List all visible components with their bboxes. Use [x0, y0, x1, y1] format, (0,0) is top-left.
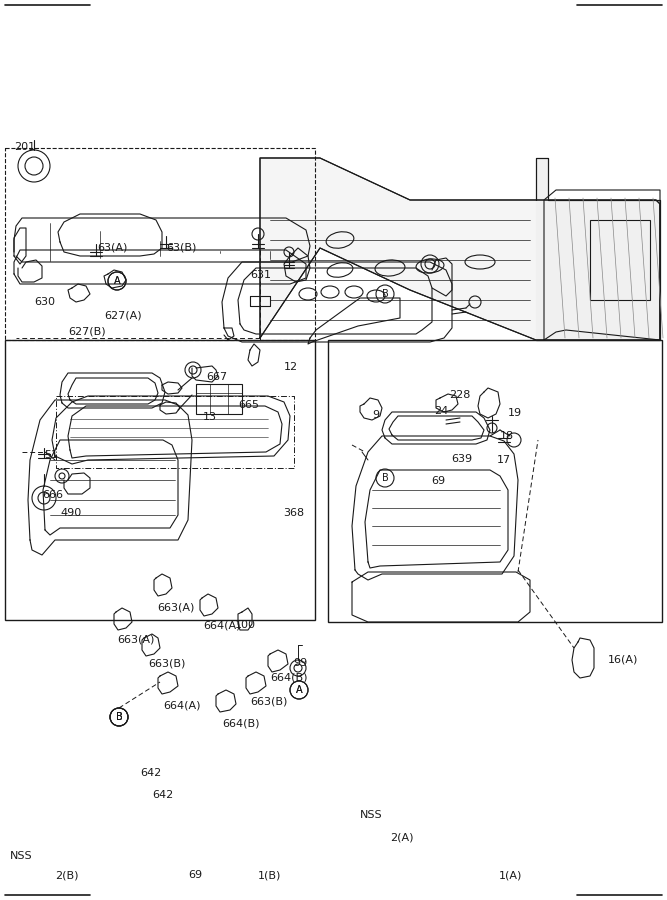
Text: 490: 490	[60, 508, 81, 518]
Text: 665: 665	[238, 400, 259, 410]
Text: 201: 201	[14, 142, 35, 152]
Text: 2(A): 2(A)	[390, 832, 414, 842]
Polygon shape	[536, 158, 660, 340]
Text: 24: 24	[434, 406, 448, 416]
Text: 631: 631	[250, 270, 271, 280]
Text: 664(A): 664(A)	[163, 700, 201, 710]
Text: 63(A): 63(A)	[97, 243, 127, 253]
Text: 642: 642	[140, 768, 161, 778]
Text: 69: 69	[188, 870, 202, 880]
Text: 63(B): 63(B)	[166, 243, 196, 253]
Text: 17: 17	[497, 455, 511, 465]
Text: 663(A): 663(A)	[117, 634, 154, 644]
Text: NSS: NSS	[10, 851, 33, 861]
Text: 642: 642	[152, 790, 173, 800]
Text: 368: 368	[283, 508, 304, 518]
Text: 663(B): 663(B)	[250, 696, 287, 706]
Text: 100: 100	[235, 620, 256, 630]
Text: B: B	[115, 712, 122, 722]
Bar	[328, 340, 662, 622]
Text: 1(B): 1(B)	[258, 870, 281, 880]
Text: 19: 19	[508, 408, 522, 418]
Text: A: A	[113, 276, 120, 286]
Text: 99: 99	[293, 658, 307, 668]
Text: A: A	[295, 685, 302, 695]
Text: B: B	[382, 473, 388, 483]
Bar	[590, 220, 650, 300]
Bar	[5, 340, 315, 620]
Text: 663(A): 663(A)	[157, 603, 194, 613]
Text: 13: 13	[203, 412, 217, 422]
Text: 666: 666	[42, 490, 63, 500]
Text: 663(B): 663(B)	[148, 658, 185, 668]
Text: 228: 228	[449, 390, 470, 400]
Text: B: B	[382, 289, 388, 299]
Text: B: B	[115, 712, 122, 722]
Text: 627(B): 627(B)	[68, 326, 105, 336]
Text: 2(B): 2(B)	[55, 870, 79, 880]
Text: 630: 630	[34, 297, 55, 307]
Text: 16(A): 16(A)	[608, 655, 638, 665]
Text: A: A	[113, 276, 120, 286]
Text: 664(A): 664(A)	[203, 621, 241, 631]
Text: B: B	[115, 712, 122, 722]
Text: 51: 51	[44, 450, 58, 460]
Text: 667: 667	[206, 372, 227, 382]
Text: 18: 18	[500, 431, 514, 441]
Bar	[5, 148, 315, 340]
Bar	[196, 384, 242, 414]
Text: NSS: NSS	[360, 810, 383, 820]
Text: 9: 9	[372, 410, 379, 420]
Text: 627(A): 627(A)	[104, 311, 141, 321]
Text: 12: 12	[284, 362, 298, 372]
Text: 69: 69	[431, 476, 445, 486]
Text: A: A	[295, 685, 302, 695]
Polygon shape	[260, 158, 660, 340]
Text: 639: 639	[451, 454, 472, 464]
Text: 664(B): 664(B)	[222, 719, 259, 729]
Text: 664(B): 664(B)	[270, 672, 307, 682]
Text: 1(A): 1(A)	[499, 870, 522, 880]
